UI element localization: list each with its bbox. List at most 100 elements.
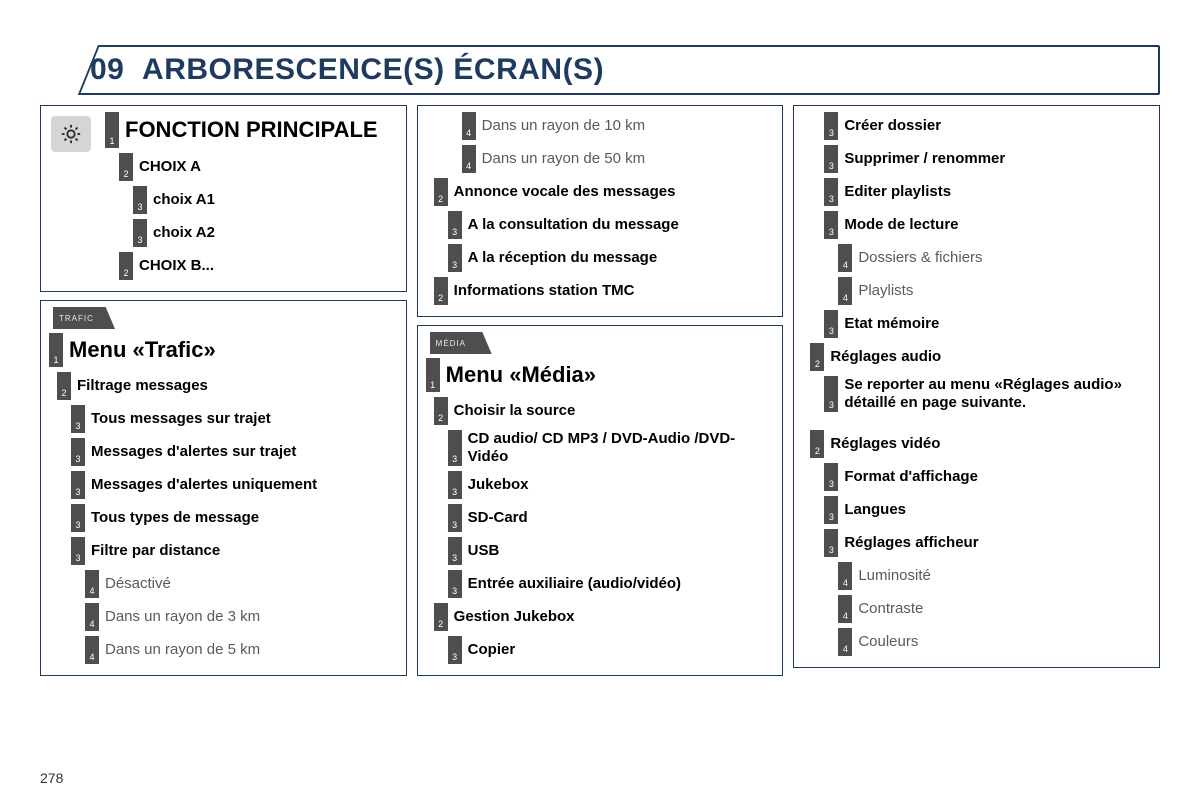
level-chip: 3 — [133, 219, 147, 247]
level-chip: 1 — [426, 358, 440, 392]
principal-title: FONCTION PRINCIPALE — [119, 112, 378, 148]
tree-item-label: Couleurs — [852, 628, 918, 656]
trafic-title: Menu «Trafic» — [63, 333, 216, 367]
tree-row: 3Jukebox — [448, 471, 775, 499]
principal-list: 2CHOIX A3choix A13choix A22CHOIX B... — [49, 153, 398, 280]
panel-media-cont: 3Créer dossier3Supprimer / renommer3Edit… — [793, 105, 1160, 668]
page-title-bar: 09 ARBORESCENCE(S) ÉCRAN(S) — [40, 45, 1160, 95]
tree-row: 2Choisir la source — [434, 397, 775, 425]
tree-item-label: Annonce vocale des messages — [448, 178, 676, 206]
tree-item-label: USB — [462, 537, 500, 565]
tree-row: 4Dossiers & fichiers — [838, 244, 1151, 272]
tree-row: 3A la réception du message — [448, 244, 775, 272]
media-list: 2Choisir la source3CD audio/ CD MP3 / DV… — [426, 397, 775, 664]
tree-row: 4Luminosité — [838, 562, 1151, 590]
level-chip: 3 — [71, 405, 85, 433]
level-chip: 4 — [838, 628, 852, 656]
level-chip: 2 — [810, 430, 824, 458]
level-chip: 3 — [448, 537, 462, 565]
tree-row: 4Désactivé — [85, 570, 398, 598]
media-title: Menu «Média» — [440, 358, 596, 392]
tree-item-label: A la consultation du message — [462, 211, 679, 239]
tree-item-label: Filtrage messages — [71, 372, 208, 400]
tree-item-label: Réglages audio — [824, 343, 941, 371]
tree-row: 2Réglages audio — [810, 343, 1151, 371]
level-chip: 4 — [85, 570, 99, 598]
level-chip: 2 — [434, 178, 448, 206]
tree-row: 3Copier — [448, 636, 775, 664]
tree-row: 3CD audio/ CD MP3 / DVD-Audio /DVD-Vidéo — [448, 430, 775, 466]
tree-item-label: Langues — [838, 496, 906, 524]
level-chip: 4 — [85, 603, 99, 631]
column-1: 1 FONCTION PRINCIPALE 2CHOIX A3choix A13… — [40, 105, 407, 684]
tree-row: 3Réglages afficheur — [824, 529, 1151, 557]
tree-item-label: Contraste — [852, 595, 923, 623]
media-cont-list: 3Créer dossier3Supprimer / renommer3Edit… — [802, 112, 1151, 656]
tree-row: 3SD-Card — [448, 504, 775, 532]
tree-row: 3Filtre par distance — [71, 537, 398, 565]
tree-row: 3Mode de lecture — [824, 211, 1151, 239]
tree-item-label: Filtre par distance — [85, 537, 220, 565]
tree-row: 2CHOIX A — [119, 153, 398, 181]
level-chip: 3 — [824, 463, 838, 491]
tree-row: 3Langues — [824, 496, 1151, 524]
level-chip: 4 — [838, 562, 852, 590]
level-chip: 4 — [462, 112, 476, 140]
level-chip: 3 — [824, 145, 838, 173]
level-chip: 3 — [824, 112, 838, 140]
level-chip: 3 — [133, 186, 147, 214]
tree-row: 3Messages d'alertes sur trajet — [71, 438, 398, 466]
tree-item-label: Dans un rayon de 50 km — [476, 145, 645, 173]
level-chip: 3 — [448, 636, 462, 664]
tree-item-label: CD audio/ CD MP3 / DVD-Audio /DVD-Vidéo — [462, 430, 775, 466]
tree-row: 4Dans un rayon de 50 km — [462, 145, 775, 173]
level-chip: 2 — [119, 153, 133, 181]
tree-row: 4Contraste — [838, 595, 1151, 623]
tree-row: 4Dans un rayon de 3 km — [85, 603, 398, 631]
page-title-number: 09 — [90, 53, 124, 86]
media-title-row: 1 Menu «Média» — [426, 358, 775, 392]
tree-row: 3Supprimer / renommer — [824, 145, 1151, 173]
tree-row: 3Se reporter au menu «Réglages audio» dé… — [824, 376, 1151, 412]
level-chip: 3 — [448, 244, 462, 272]
tree-row: 3Tous messages sur trajet — [71, 405, 398, 433]
level-chip: 3 — [448, 430, 462, 466]
tree-row: 2Filtrage messages — [57, 372, 398, 400]
tree-item-label: choix A1 — [147, 186, 215, 214]
tree-item-label: Informations station TMC — [448, 277, 635, 305]
tree-row: 2Annonce vocale des messages — [434, 178, 775, 206]
tree-item-label: Entrée auxiliaire (audio/vidéo) — [462, 570, 681, 598]
tree-item-label: Supprimer / renommer — [838, 145, 1005, 173]
level-chip: 3 — [824, 496, 838, 524]
level-chip: 3 — [824, 376, 838, 412]
tree-row: 3Créer dossier — [824, 112, 1151, 140]
tree-item-label: Dans un rayon de 3 km — [99, 603, 260, 631]
level-chip: 3 — [71, 471, 85, 499]
level-chip: 4 — [85, 636, 99, 664]
level-chip: 3 — [824, 310, 838, 338]
tree-row: 2Réglages vidéo — [810, 430, 1151, 458]
media-badge: MÉDIA — [430, 332, 492, 354]
tree-item-label: Réglages vidéo — [824, 430, 940, 458]
trafic-badge: TRAFIC — [53, 307, 115, 329]
tree-row: 3A la consultation du message — [448, 211, 775, 239]
column-3: 3Créer dossier3Supprimer / renommer3Edit… — [793, 105, 1160, 684]
tree-row: 4Dans un rayon de 5 km — [85, 636, 398, 664]
tree-item-label: Playlists — [852, 277, 913, 305]
level-chip: 3 — [71, 537, 85, 565]
tree-item-label: Dossiers & fichiers — [852, 244, 982, 272]
tree-item-label: Tous messages sur trajet — [85, 405, 271, 433]
tree-item-label: Dans un rayon de 10 km — [476, 112, 645, 140]
tree-row: 3USB — [448, 537, 775, 565]
level-chip: 3 — [448, 211, 462, 239]
tree-item-label: choix A2 — [147, 219, 215, 247]
tree-item-label: Créer dossier — [838, 112, 941, 140]
tree-row: 3Editer playlists — [824, 178, 1151, 206]
level-chip: 4 — [838, 244, 852, 272]
level-chip: 3 — [448, 504, 462, 532]
tree-row: 3Entrée auxiliaire (audio/vidéo) — [448, 570, 775, 598]
trafic-cont-list: 4Dans un rayon de 10 km 4Dans un rayon de… — [426, 112, 775, 305]
tree-row: 2Gestion Jukebox — [434, 603, 775, 631]
tree-item-label: Désactivé — [99, 570, 171, 598]
level-chip: 2 — [119, 252, 133, 280]
